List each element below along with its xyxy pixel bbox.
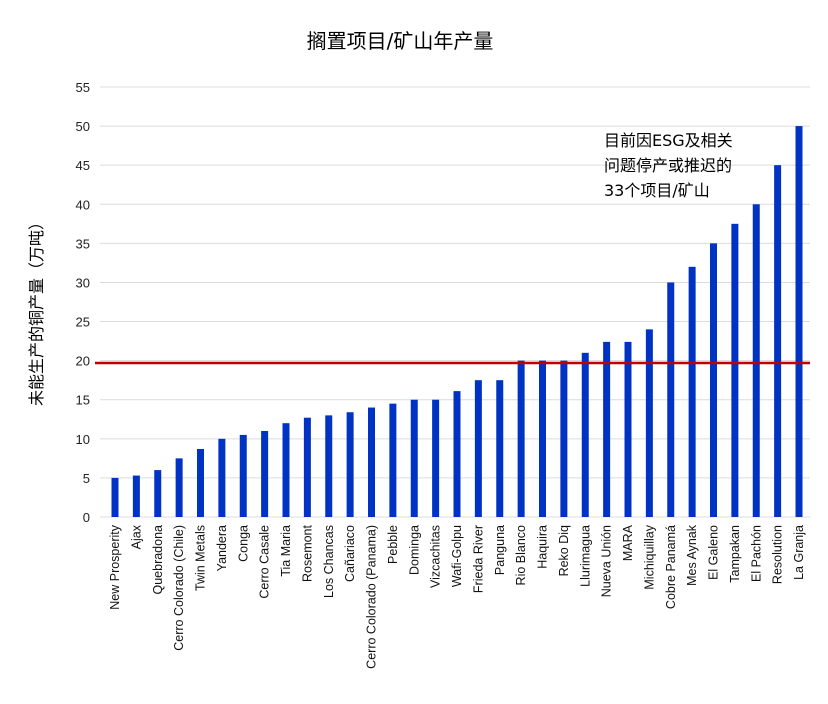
bar — [261, 431, 269, 517]
bar — [667, 282, 675, 517]
x-tick-label: Quebradona — [151, 525, 165, 595]
bar — [175, 458, 183, 517]
x-tick-label: Yandera — [215, 525, 229, 571]
y-axis-label: 未能生产的铜产量（万吨） — [27, 214, 46, 406]
x-tick-label: Tia Maria — [279, 525, 293, 577]
annotation-line-3: 33个项目/矿山 — [604, 181, 710, 200]
bar — [710, 243, 717, 517]
bar — [795, 126, 803, 517]
bar — [603, 341, 611, 517]
x-tick-label: MARA — [621, 524, 635, 561]
bar — [688, 266, 696, 517]
y-tick-label: 45 — [76, 158, 90, 173]
y-tick-label: 5 — [83, 471, 90, 486]
y-tick-label: 40 — [76, 197, 90, 212]
x-tick-label: New Prosperity — [108, 524, 122, 609]
x-tick-label: Wafi-Golpu — [450, 525, 464, 587]
bar — [453, 391, 461, 517]
y-tick-label: 25 — [76, 315, 90, 330]
x-tick-label: La Granja — [792, 525, 806, 580]
bar — [474, 380, 482, 517]
x-tick-label: Conga — [236, 525, 250, 562]
x-tick-label: Cerro Colorado (Panama) — [365, 525, 379, 669]
bar — [774, 165, 782, 517]
bar — [496, 380, 504, 517]
x-tick-label: Panguna — [493, 525, 507, 575]
x-tick-label: Cañariaco — [343, 525, 357, 582]
bar — [282, 423, 290, 517]
bar — [389, 403, 397, 517]
bar — [517, 360, 525, 517]
x-tick-label: Twin Metals — [194, 525, 208, 591]
x-tick-label: Reko Diq — [557, 525, 571, 576]
bar — [218, 438, 226, 517]
bar — [346, 412, 354, 517]
x-tick-label: Rio Blanco — [514, 525, 528, 585]
y-tick-label: 10 — [76, 432, 90, 447]
bar — [410, 399, 418, 517]
y-tick-label: 20 — [76, 354, 90, 369]
bar — [560, 360, 568, 517]
annotation-line-2: 问题停产或推迟的 — [604, 156, 732, 175]
bar — [325, 415, 333, 517]
x-tick-label: Cerro Casale — [258, 525, 272, 599]
y-tick-label: 30 — [76, 275, 90, 290]
x-tick-label: Tampakan — [728, 525, 742, 583]
bar — [239, 434, 247, 517]
x-tick-label: Cerro Colorado (Chile) — [172, 525, 186, 651]
y-tick-label: 15 — [76, 393, 90, 408]
y-tick-label: 0 — [83, 510, 90, 525]
x-tick-label: El Galeno — [707, 525, 721, 580]
x-tick-label: El Pachón — [749, 525, 763, 582]
x-tick-label: Rosemont — [300, 524, 314, 581]
bar — [368, 407, 375, 517]
x-tick-label: Nueva Unión — [600, 525, 614, 597]
x-tick-label: Resolution — [771, 525, 785, 584]
bar — [432, 399, 440, 517]
x-tick-label: Pebble — [386, 525, 400, 564]
x-tick-label: Cobre Panamá — [664, 525, 678, 609]
bar — [303, 417, 311, 517]
bar — [731, 223, 739, 517]
x-tick-label: Michiquillay — [642, 524, 656, 589]
bar — [111, 477, 119, 517]
bar — [624, 341, 632, 517]
bar — [581, 352, 589, 517]
x-tick-label: Vizcachitas — [429, 525, 443, 588]
bar — [752, 204, 760, 518]
bar — [645, 329, 653, 517]
x-tick-label: Mes Aynak — [685, 524, 699, 586]
x-tick-label: Frieda River — [471, 525, 485, 593]
annotation-line-1: 目前因ESG及相关 — [604, 131, 733, 150]
x-tick-label: Llurimagua — [578, 525, 592, 587]
y-tick-label: 35 — [76, 236, 90, 251]
bar — [154, 470, 162, 517]
x-tick-label: Ajax — [129, 524, 143, 549]
bar — [132, 475, 140, 517]
x-tick-label: Dominga — [407, 525, 421, 575]
x-tick-label: Haquira — [536, 525, 550, 569]
y-tick-label: 50 — [76, 119, 90, 134]
x-tick-label: Los Chancas — [322, 525, 336, 598]
bar — [197, 448, 204, 517]
y-tick-label: 55 — [76, 80, 90, 95]
bar — [539, 360, 546, 517]
chart-title: 搁置项目/矿山年产量 — [307, 29, 494, 53]
